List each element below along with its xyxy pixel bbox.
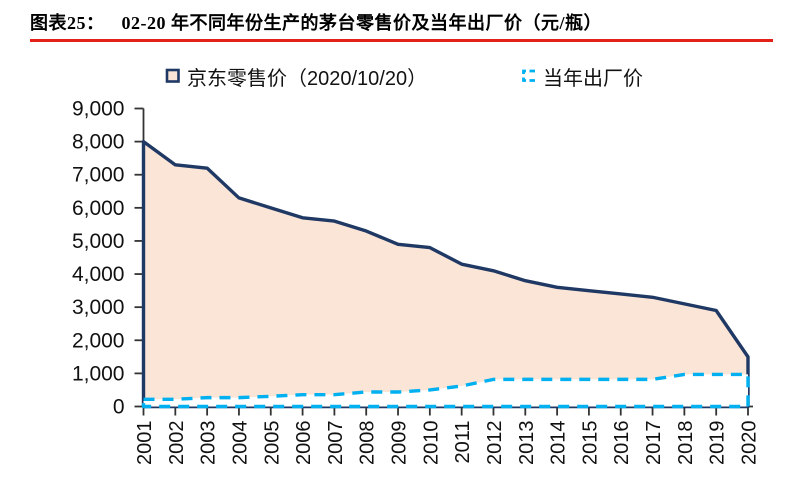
y-tick-label: 0 (113, 396, 125, 419)
y-tick-label: 6,000 (72, 197, 125, 220)
factory-price-area (141, 372, 750, 409)
x-tick-label: 2012 (484, 421, 506, 466)
x-tick-label: 2007 (325, 421, 347, 466)
x-tick-label: 2014 (548, 421, 570, 466)
x-tick-label: 2019 (707, 421, 729, 466)
y-tick-label: 3,000 (72, 296, 125, 319)
x-tick-label: 2016 (611, 421, 633, 466)
x-tick-label: 2009 (389, 421, 411, 466)
y-tick-label: 5,000 (72, 230, 125, 253)
x-tick-label: 2020 (739, 421, 761, 466)
x-tick-label: 2003 (198, 421, 220, 466)
x-tick-label: 2017 (643, 421, 665, 466)
x-tick-label: 2004 (229, 421, 251, 466)
title-underline (30, 39, 773, 42)
legend-item-retail: 京东零售价（2020/10/20） (165, 62, 427, 90)
x-tick-label: 2002 (166, 421, 188, 466)
x-tick-label: 2010 (420, 421, 442, 466)
x-tick-label: 2015 (579, 421, 601, 466)
x-tick-label: 2006 (293, 421, 315, 466)
y-tick-label: 8,000 (72, 131, 125, 154)
figure-header: 图表25： 02-20 年不同年份生产的茅台零售价及当年出厂价（元/瓶） (30, 9, 602, 35)
figure-title: 02-20 年不同年份生产的茅台零售价及当年出厂价（元/瓶） (121, 13, 602, 33)
figure-number: 图表25： (30, 13, 105, 33)
x-tick-label: 2018 (675, 421, 697, 466)
legend-label-retail: 京东零售价（2020/10/20） (187, 67, 428, 90)
x-tick-label: 2013 (516, 421, 538, 466)
x-tick-label: 2005 (261, 421, 283, 466)
legend-item-factory: 当年出厂价 (520, 62, 643, 90)
x-tick-label: 2011 (452, 421, 474, 464)
x-tick-label: 2008 (357, 421, 379, 466)
y-tick-label: 7,000 (72, 164, 125, 187)
y-tick-label: 9,000 (72, 98, 125, 121)
x-tick-label: 2001 (134, 421, 156, 466)
retail-swatch-rect (165, 68, 180, 83)
retail-price-area (141, 139, 750, 409)
y-tick-label: 4,000 (72, 263, 125, 286)
y-tick-label: 1,000 (72, 362, 125, 385)
legend-label-factory: 当年出厂价 (543, 67, 643, 90)
retail-area-swatch-icon (165, 68, 180, 83)
y-tick-label: 2,000 (72, 329, 125, 352)
